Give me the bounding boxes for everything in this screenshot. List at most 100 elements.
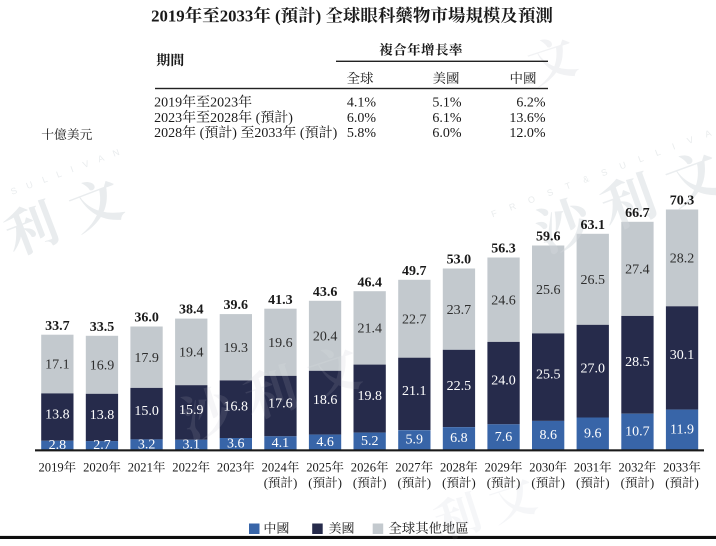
- svg-text:24.0: 24.0: [491, 373, 516, 388]
- svg-text:26.5: 26.5: [581, 273, 606, 288]
- svg-text:5.8%: 5.8%: [347, 126, 377, 141]
- svg-text:5.1%: 5.1%: [432, 96, 462, 111]
- svg-text:11.9: 11.9: [670, 422, 694, 437]
- svg-text:): ): [650, 476, 654, 490]
- svg-text:39.6: 39.6: [224, 298, 249, 313]
- svg-text:16.9: 16.9: [90, 358, 115, 373]
- svg-text:28.2: 28.2: [670, 252, 695, 267]
- svg-text:): ): [232, 126, 237, 141]
- svg-text:6.0%: 6.0%: [347, 111, 377, 126]
- svg-text:15.9: 15.9: [179, 403, 204, 418]
- svg-text:): ): [288, 111, 293, 126]
- svg-text:(: (: [275, 7, 281, 26]
- svg-text:3.2: 3.2: [138, 437, 156, 452]
- svg-text:25.6: 25.6: [536, 283, 561, 298]
- svg-text:3.1: 3.1: [182, 438, 200, 453]
- svg-text:2028: 2028: [210, 111, 238, 126]
- svg-text:12.0%: 12.0%: [509, 126, 546, 141]
- svg-text:2.7: 2.7: [93, 438, 111, 453]
- svg-text:2.8: 2.8: [49, 438, 67, 453]
- svg-text:25.5: 25.5: [536, 367, 561, 382]
- svg-text:2030: 2030: [529, 461, 554, 475]
- svg-text:41.3: 41.3: [268, 293, 293, 308]
- svg-text:(: (: [576, 476, 580, 490]
- svg-text:2021: 2021: [128, 461, 153, 475]
- svg-text:22.7: 22.7: [402, 312, 427, 327]
- svg-text:17.6: 17.6: [268, 396, 293, 411]
- svg-text:5.2: 5.2: [361, 434, 379, 449]
- svg-text:4.6: 4.6: [316, 435, 334, 450]
- svg-text:13.6%: 13.6%: [509, 111, 546, 126]
- svg-text:23.7: 23.7: [447, 303, 472, 318]
- svg-text:13.8: 13.8: [45, 407, 70, 422]
- svg-text:): ): [472, 476, 476, 490]
- svg-text:): ): [316, 7, 322, 26]
- svg-text:(: (: [531, 476, 535, 490]
- svg-text:19.3: 19.3: [224, 341, 249, 356]
- svg-text:): ): [293, 476, 297, 490]
- svg-text:24.6: 24.6: [491, 293, 516, 308]
- svg-text:): ): [427, 476, 431, 490]
- svg-text:22.5: 22.5: [447, 379, 472, 394]
- svg-text:21.4: 21.4: [357, 322, 382, 337]
- svg-text:4.1: 4.1: [272, 436, 290, 451]
- svg-text:2023: 2023: [154, 111, 182, 126]
- svg-text:30.1: 30.1: [670, 348, 695, 363]
- svg-text:19.4: 19.4: [179, 346, 204, 361]
- svg-text:70.3: 70.3: [670, 194, 695, 209]
- svg-text:17.1: 17.1: [45, 358, 70, 373]
- svg-text:(: (: [256, 111, 261, 126]
- svg-text:6.8: 6.8: [450, 431, 468, 446]
- svg-text:28.5: 28.5: [625, 355, 650, 370]
- svg-text:6.2%: 6.2%: [516, 96, 546, 111]
- svg-text:(: (: [621, 476, 625, 490]
- svg-text:2019: 2019: [154, 96, 182, 111]
- svg-text:27.0: 27.0: [581, 361, 606, 376]
- svg-text:2023: 2023: [217, 461, 242, 475]
- svg-text:21.1: 21.1: [402, 384, 427, 399]
- svg-text:(: (: [308, 476, 312, 490]
- svg-text:13.8: 13.8: [90, 408, 115, 423]
- svg-text:4.1%: 4.1%: [347, 96, 377, 111]
- svg-text:20.4: 20.4: [313, 329, 338, 344]
- svg-text:33.7: 33.7: [45, 319, 70, 334]
- svg-text:(: (: [200, 126, 205, 141]
- svg-text:2032: 2032: [619, 461, 644, 475]
- svg-text:2031: 2031: [574, 461, 599, 475]
- svg-text:2028: 2028: [154, 126, 182, 141]
- svg-text:6.0%: 6.0%: [432, 126, 462, 141]
- svg-text:27.4: 27.4: [625, 262, 650, 277]
- svg-text:63.1: 63.1: [581, 218, 606, 233]
- svg-text:(: (: [353, 476, 357, 490]
- svg-text:16.8: 16.8: [224, 400, 249, 415]
- svg-text:(: (: [665, 476, 669, 490]
- svg-text:(: (: [398, 476, 402, 490]
- svg-text:15.0: 15.0: [134, 404, 159, 419]
- svg-text:): ): [382, 476, 386, 490]
- svg-text:3.6: 3.6: [227, 437, 245, 452]
- svg-text:2033: 2033: [663, 461, 688, 475]
- svg-text:6.1%: 6.1%: [432, 111, 462, 126]
- svg-text:2019: 2019: [39, 461, 64, 475]
- svg-text:33.5: 33.5: [90, 320, 115, 335]
- svg-text:2019: 2019: [151, 7, 185, 26]
- svg-text:): ): [561, 476, 565, 490]
- svg-text:2024: 2024: [262, 461, 288, 475]
- svg-text:66.7: 66.7: [625, 206, 650, 221]
- svg-text:(: (: [300, 126, 305, 141]
- svg-text:): ): [333, 126, 338, 141]
- svg-text:2033: 2033: [220, 7, 254, 26]
- svg-text:59.6: 59.6: [536, 230, 561, 245]
- svg-text:17.9: 17.9: [134, 351, 159, 366]
- svg-text:(: (: [487, 476, 491, 490]
- svg-text:19.6: 19.6: [268, 336, 293, 351]
- svg-text:): ): [605, 476, 609, 490]
- svg-text:53.0: 53.0: [447, 253, 472, 268]
- svg-text:5.9: 5.9: [406, 433, 424, 448]
- svg-text:2025: 2025: [306, 461, 331, 475]
- svg-text:43.6: 43.6: [313, 285, 338, 300]
- svg-text:2022: 2022: [172, 461, 197, 475]
- svg-text:18.6: 18.6: [313, 393, 338, 408]
- svg-text:46.4: 46.4: [357, 275, 382, 290]
- svg-text:2028: 2028: [440, 461, 465, 475]
